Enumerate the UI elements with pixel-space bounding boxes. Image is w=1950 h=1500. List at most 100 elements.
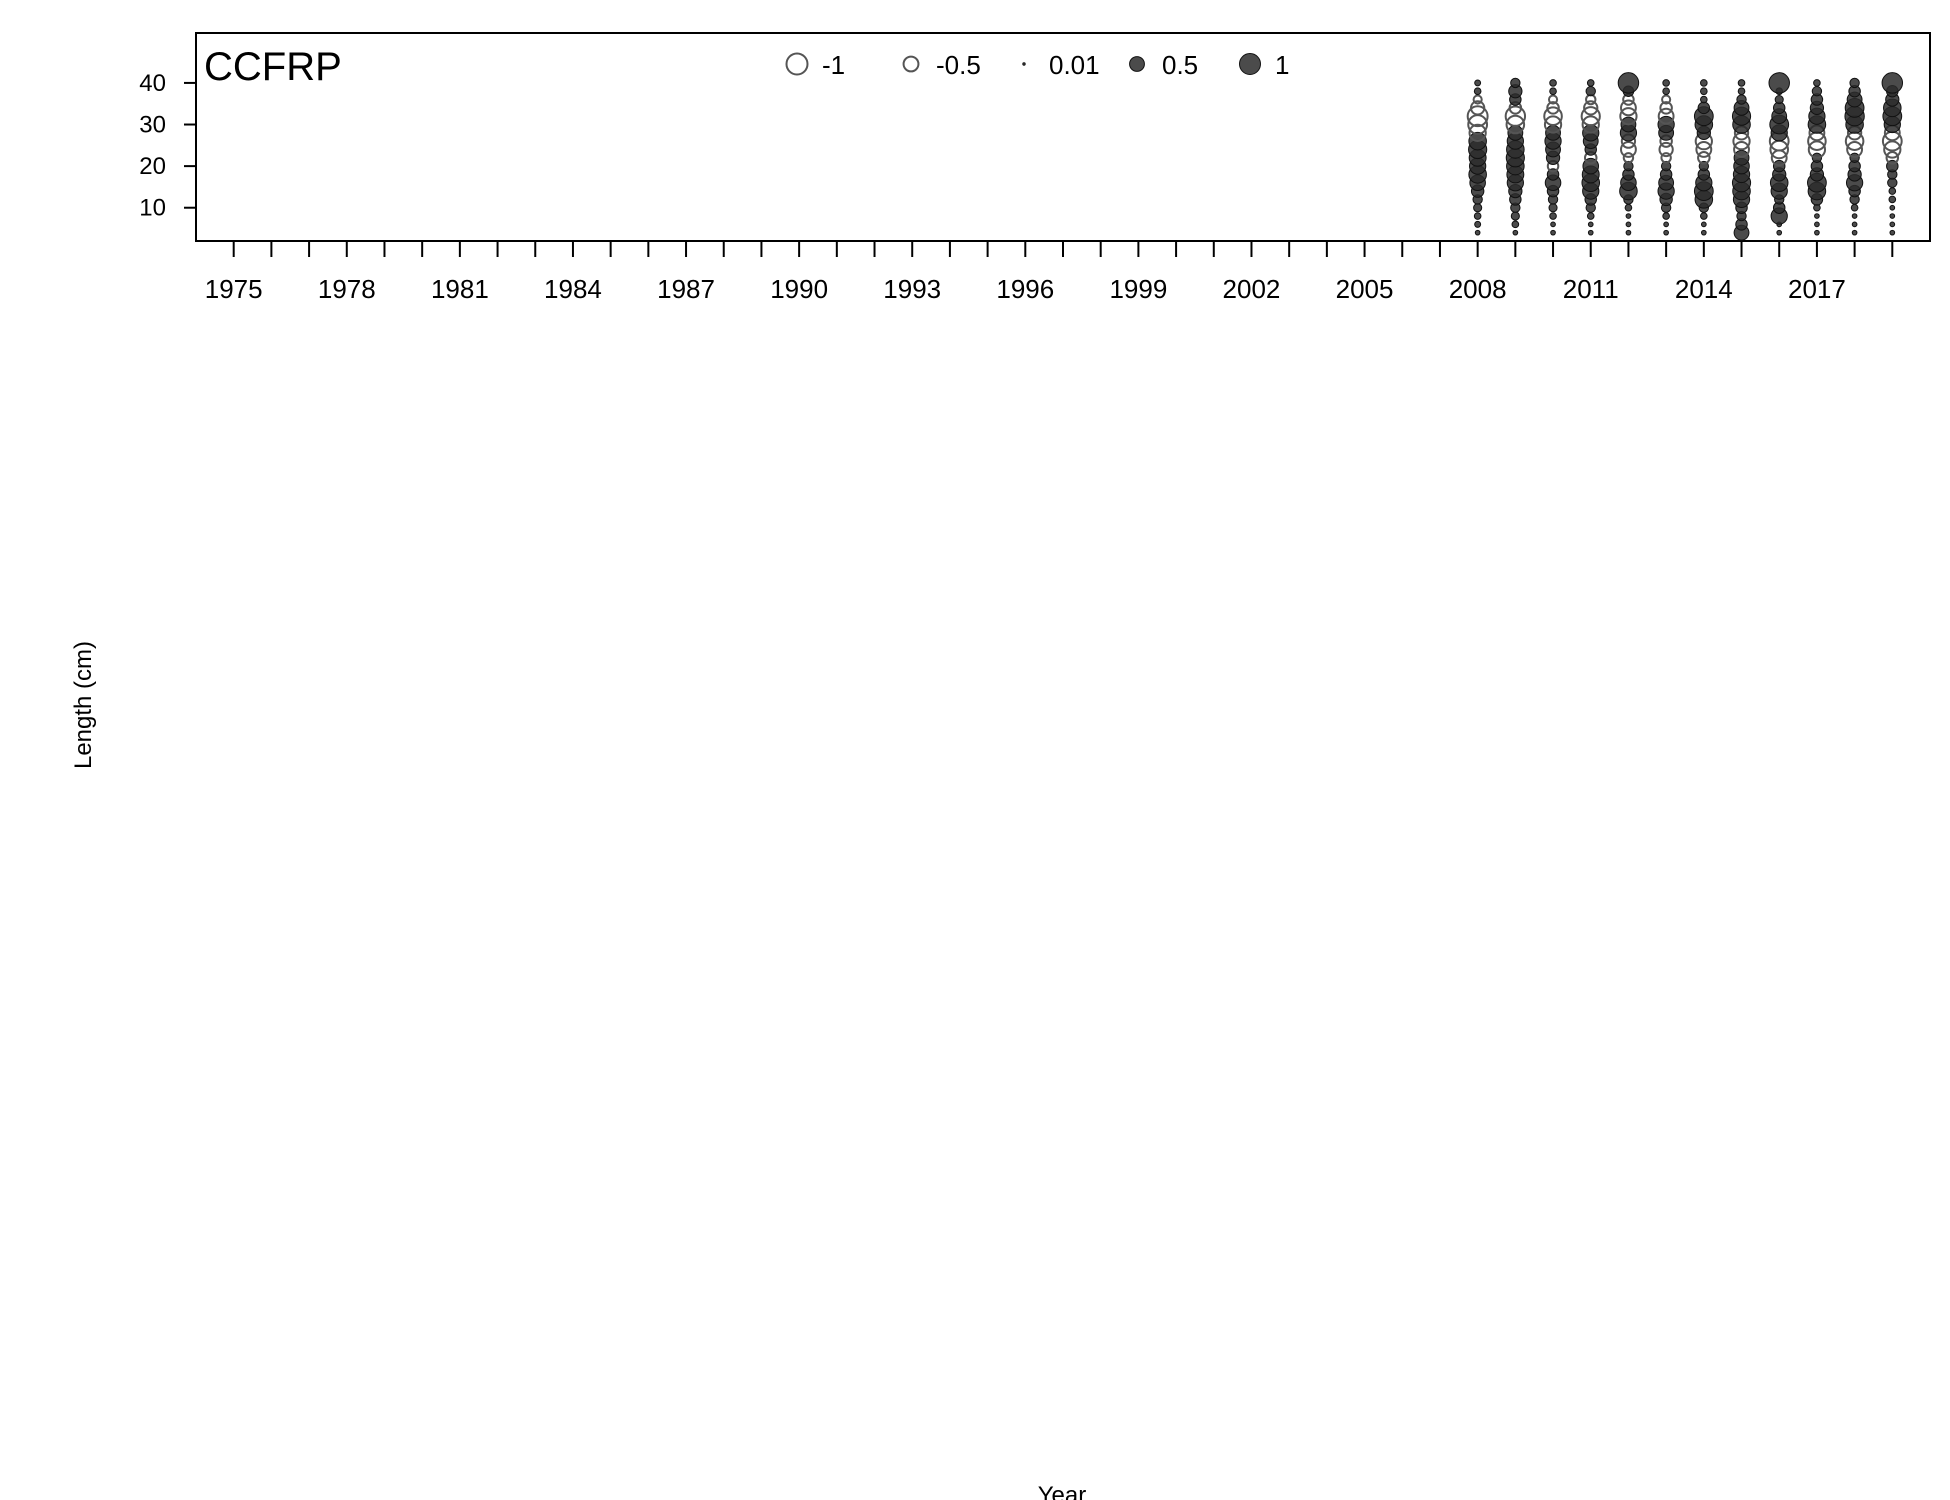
legend-label: 1 — [1275, 50, 1289, 80]
x-axis-label: Year — [1038, 1482, 1087, 1500]
residual-bubble — [1549, 87, 1557, 96]
y-tick-label: 20 — [139, 153, 166, 180]
residual-bubble — [1737, 87, 1746, 96]
residual-bubble — [1733, 141, 1750, 158]
residual-bubble — [1846, 141, 1864, 158]
residual-bubble — [1695, 141, 1713, 158]
residual-bubble — [1814, 213, 1820, 219]
residual-bubble — [1466, 105, 1489, 128]
residual-bubble — [1883, 140, 1902, 159]
y-tick-label: 30 — [139, 112, 166, 139]
residual-bubble — [1543, 106, 1563, 126]
residual-bubble — [1889, 213, 1896, 219]
x-tick-label: 1990 — [770, 274, 828, 304]
residual-bubble — [1736, 94, 1747, 105]
x-tick-label: 1975 — [205, 274, 263, 304]
y-tick-label: 10 — [139, 195, 166, 222]
residual-bubble — [1623, 160, 1634, 172]
legend-marker — [902, 55, 920, 73]
residual-bubble — [1625, 213, 1632, 219]
x-tick-label: 2017 — [1788, 274, 1846, 304]
x-tick-label: 1981 — [431, 274, 489, 304]
residual-bubble — [1700, 221, 1707, 228]
x-tick-label: 1996 — [996, 274, 1054, 304]
residual-bubble — [1550, 229, 1556, 236]
residual-bubble — [1851, 213, 1858, 219]
residual-bubble — [1474, 79, 1482, 87]
residual-bubble — [1697, 151, 1711, 165]
residual-bubble — [1472, 94, 1483, 105]
residual-bubble — [1700, 95, 1708, 104]
residual-bubble — [1657, 107, 1675, 125]
residual-bubble — [1663, 229, 1669, 236]
residual-bubble — [1619, 107, 1638, 126]
x-tick-label: 1987 — [657, 274, 715, 304]
residual-bubble — [1586, 79, 1595, 87]
x-tick-label: 2011 — [1563, 274, 1619, 304]
residual-bubble — [1807, 140, 1827, 159]
residual-bubble — [1586, 212, 1595, 220]
residual-bubble — [1700, 79, 1708, 87]
residual-bubble — [1660, 160, 1672, 172]
residual-bubble — [1885, 151, 1900, 165]
x-tick-label: 2014 — [1675, 274, 1733, 304]
residual-bubble — [1504, 105, 1527, 127]
residual-bubble — [1889, 221, 1896, 228]
x-tick-label: 1993 — [883, 274, 941, 304]
legend-label: 0.5 — [1162, 50, 1198, 80]
residual-bubble — [1659, 101, 1673, 115]
residual-bubble — [1850, 203, 1859, 212]
residual-bubble — [1697, 101, 1711, 115]
residual-bubble — [1617, 72, 1640, 94]
legend-label: -1 — [822, 50, 845, 80]
residual-bubble — [1811, 86, 1823, 97]
residual-bubble — [1468, 123, 1487, 142]
x-tick-label: 2005 — [1336, 274, 1394, 304]
residual-bubble — [1581, 115, 1600, 134]
residual-bubble — [1849, 77, 1860, 89]
residual-bubble — [1700, 87, 1708, 96]
residual-bubble — [1547, 94, 1559, 105]
residual-bubble — [1776, 229, 1783, 236]
x-axis: 1975 1978 1981 1984 1987 1990 1993 1996 1999 2002… — [205, 241, 1894, 304]
residual-bubble — [1625, 229, 1632, 236]
residual-bubble — [1813, 79, 1821, 87]
residual-bubble — [1700, 229, 1707, 236]
residual-bubble — [1474, 229, 1481, 236]
residual-bubble — [1510, 77, 1521, 89]
residual-bubble — [1587, 221, 1594, 228]
legend-marker — [1239, 53, 1261, 75]
residual-bubble — [1661, 94, 1672, 105]
residual-bubble — [1774, 94, 1784, 105]
residual-bubble — [1473, 87, 1482, 96]
residual-bubble — [1889, 204, 1896, 211]
legend-marker — [785, 52, 809, 76]
residual-bubble — [1625, 221, 1632, 228]
legend: -1 -0.5 0.01 0.5 1 — [785, 50, 1289, 80]
panel-label: CCFRP — [204, 45, 342, 89]
legend-marker — [1022, 62, 1026, 66]
x-tick-label: 1984 — [544, 274, 602, 304]
residual-bubble — [1620, 141, 1637, 158]
residual-bubble — [1888, 187, 1897, 195]
residual-bubble — [1510, 211, 1520, 221]
residual-bubble — [1768, 72, 1790, 94]
residual-bubble — [1583, 100, 1599, 116]
legend-label: -0.5 — [936, 50, 981, 80]
residual-bubble — [1474, 220, 1482, 228]
residual-bubble — [1620, 99, 1637, 117]
residual-bubble — [1814, 221, 1820, 228]
residual-bubble — [1662, 79, 1670, 87]
residual-bubble — [1546, 101, 1560, 115]
residual-bubble — [1473, 203, 1483, 213]
legend-marker — [1129, 56, 1145, 72]
x-tick-label: 1999 — [1109, 274, 1167, 304]
residual-bubble — [1888, 195, 1897, 204]
residual-bubble — [1580, 106, 1601, 127]
x-tick-label: 2002 — [1223, 274, 1281, 304]
residual-bubble — [1851, 221, 1858, 228]
legend-label: 0.01 — [1049, 50, 1100, 80]
residual-bubble — [1662, 212, 1670, 220]
residual-bubble — [1881, 72, 1904, 94]
